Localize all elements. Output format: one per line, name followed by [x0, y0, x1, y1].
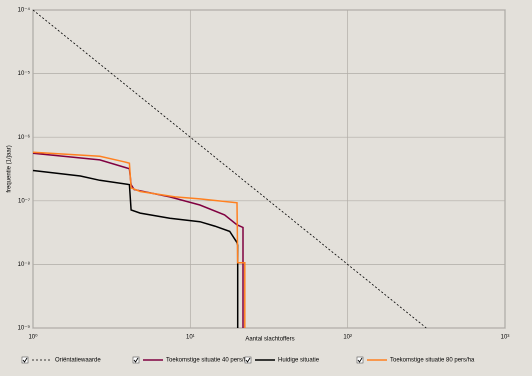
series-line [32, 152, 244, 328]
legend-check [22, 357, 28, 363]
series-line [32, 9, 427, 329]
x-tick-label: 10¹ [186, 335, 195, 341]
legend-check [133, 357, 139, 363]
series-line [32, 151, 246, 328]
legend-checkbox[interactable] [244, 356, 252, 364]
y-tick-label: 10⁻⁴ [18, 7, 31, 14]
legend-label: Toekomstige situatie 80 pers/ha [390, 358, 475, 364]
y-tick-label: 10⁻⁸ [18, 261, 31, 268]
x-axis-label: Aantal slachtoffers [245, 337, 294, 343]
legend-label: Oriëntatiewaarde [55, 358, 101, 364]
legend-check [357, 357, 363, 363]
x-tick-label: 10⁰ [28, 334, 38, 341]
x-tick-label: 10³ [501, 335, 510, 341]
y-axis-label: frequentie (1/jaar) [7, 145, 13, 192]
x-tick-label: 10² [343, 335, 352, 341]
y-tick-label: 10⁻⁹ [18, 325, 31, 332]
legend-label: Toekomstige situatie 40 pers/ha [166, 358, 251, 364]
legend-check [245, 357, 251, 363]
y-tick-label: 10⁻⁶ [18, 134, 31, 141]
legend-checkbox[interactable] [21, 356, 29, 364]
y-tick-label: 10⁻⁷ [18, 197, 30, 204]
legend-checkbox[interactable] [356, 356, 364, 364]
y-tick-label: 10⁻⁵ [18, 70, 31, 77]
legend-label: Huidige situatie [278, 358, 320, 364]
legend-checkbox[interactable] [132, 356, 140, 364]
